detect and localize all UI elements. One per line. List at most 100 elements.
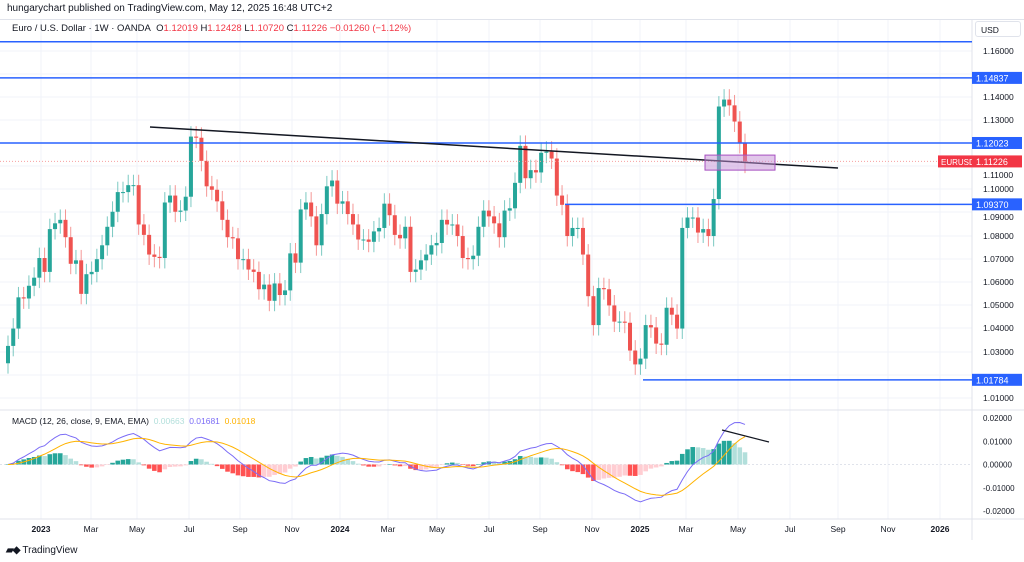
candle-body [303, 202, 308, 210]
candle-body [439, 219, 444, 243]
price-axis-label: 1.08000 [983, 231, 1014, 241]
close-label: C [286, 23, 294, 34]
currency-button[interactable]: USD [975, 21, 1021, 37]
macd-histogram-bar [94, 464, 100, 468]
price-axis-label: 1.14000 [983, 92, 1014, 102]
macd-histogram-bar [528, 456, 533, 465]
macd-histogram-bar [366, 464, 371, 467]
candle-body [262, 284, 267, 290]
macd-histogram-bar [251, 464, 256, 477]
macd-histogram-bar [57, 453, 63, 465]
candle-body [507, 208, 512, 211]
macd-histogram-bar [413, 464, 419, 471]
macd-histogram-bar [5, 464, 11, 465]
time-axis-label: May [730, 524, 747, 534]
candle-body [288, 253, 293, 291]
macd-histogram-bar [638, 464, 643, 475]
macd-histogram-bar [392, 464, 398, 466]
candle-body [492, 216, 497, 224]
candle-body [445, 219, 450, 225]
candle-body [283, 290, 288, 296]
symbol-title[interactable]: Euro / U.S. Dollar · 1W · OANDA [12, 23, 151, 34]
price-axis-label: 1.07000 [983, 254, 1014, 264]
candle-body [309, 202, 314, 217]
time-axis-label: 2023 [32, 524, 51, 534]
candle-body [277, 283, 282, 296]
candle-body [168, 195, 173, 203]
candle-body [591, 296, 596, 326]
candle-body [298, 209, 303, 263]
open-label: O [156, 23, 164, 34]
candle-body [403, 226, 408, 239]
price-axis-label: 1.05000 [983, 300, 1014, 310]
candle-body [685, 217, 690, 228]
macd-histogram-bar [669, 461, 675, 465]
candle-body [455, 224, 460, 237]
macd-histogram-bar [261, 464, 267, 477]
candle-body [539, 152, 544, 173]
tradingview-logo[interactable]: ▰◆ TradingView [6, 545, 77, 556]
candle-body [523, 145, 528, 179]
symbol-legend: Euro / U.S. Dollar · 1W · OANDA O1.12019… [12, 23, 411, 34]
candle-body [408, 226, 413, 272]
candle-body [722, 99, 727, 107]
candle-body [413, 269, 418, 272]
macd-histogram-bar [716, 443, 722, 465]
time-axis-label: Sep [830, 524, 845, 534]
time-axis-label: May [129, 524, 146, 534]
level-price-label: 1.12023 [976, 138, 1009, 148]
macd-axis-label: 0.02000 [983, 414, 1012, 423]
candle-body [607, 289, 612, 306]
macd-legend: MACD (12, 26, close, 9, EMA, EMA) 0.0066… [12, 416, 255, 426]
macd-histogram-bar [727, 440, 732, 465]
macd-histogram-bar [429, 464, 434, 469]
candle-body [366, 239, 371, 242]
macd-histogram-bar [564, 464, 570, 470]
time-axis-label: 2025 [631, 524, 650, 534]
macd-histogram-bar [580, 464, 586, 475]
macd-histogram-bar [73, 461, 79, 465]
candle-body [58, 219, 63, 224]
macd-title[interactable]: MACD (12, 26, close, 9, EMA, EMA) [12, 416, 149, 426]
candle-body [16, 297, 21, 329]
macd-histogram-bar [162, 464, 168, 470]
candle-body [241, 259, 246, 261]
macd-histogram-bar [476, 464, 481, 465]
price-chart[interactable]: 2023 Mar May Jul Sep Nov 2024 Mar May Jul Sep Nov 20… [0, 0, 1024, 545]
macd-histogram-bar [643, 464, 648, 472]
candle-body [528, 170, 533, 179]
time-axis-label: Sep [532, 524, 547, 534]
candle-body [63, 219, 68, 238]
candle-body [518, 145, 523, 183]
macd-signal-line [7, 436, 746, 496]
candle-body [157, 256, 162, 259]
macd-histogram-bar [52, 453, 58, 465]
candle-body [53, 223, 58, 230]
level-price-tag [972, 373, 1022, 386]
candle-body [648, 325, 653, 328]
macd-histogram-bar [220, 464, 225, 469]
open-value: 1.12019 [163, 23, 198, 34]
price-axis-label: 1.01000 [983, 393, 1014, 403]
macd-histogram-bar [382, 464, 387, 465]
macd-histogram-bar [502, 461, 507, 465]
macd-histogram-bar [491, 461, 497, 465]
candle-body [612, 305, 617, 322]
candle-body [580, 227, 585, 255]
candle-body [110, 211, 115, 227]
macd-histogram-bar [627, 464, 633, 476]
candle-body [533, 170, 538, 173]
tradingview-logo-icon: ▰◆ [6, 545, 20, 556]
candle-body [654, 327, 659, 344]
chart-frame[interactable] [0, 19, 1024, 540]
macd-signal-value: 0.01018 [224, 416, 256, 426]
macd-histogram-bar [554, 462, 560, 465]
candle-body [21, 297, 26, 299]
macd-histogram-bar [26, 457, 32, 465]
macd-axis-label: -0.01000 [983, 484, 1015, 493]
macd-histogram-bar [287, 464, 293, 469]
macd-histogram-bar [63, 455, 68, 465]
macd-histogram-bar [31, 456, 37, 465]
price-axis-label: 1.11000 [983, 170, 1013, 180]
candle-body [706, 229, 711, 237]
